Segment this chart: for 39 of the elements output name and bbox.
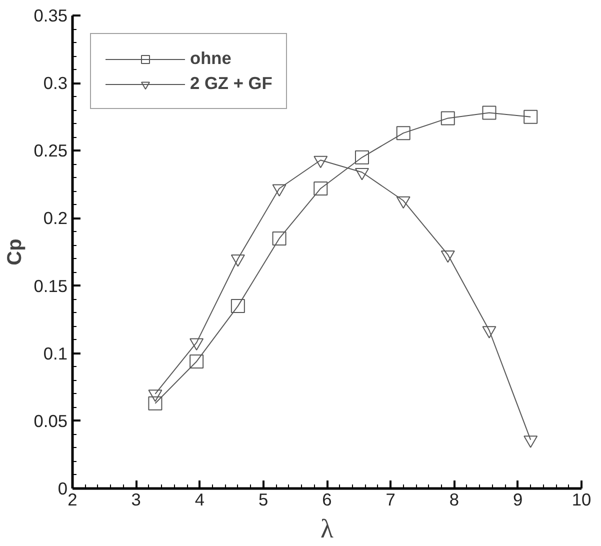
x-tick-label: 7 xyxy=(386,490,396,510)
point xyxy=(440,250,455,263)
x-axis-title: λ xyxy=(320,514,334,544)
point xyxy=(354,168,369,180)
x-tick-label: 9 xyxy=(513,490,523,510)
point xyxy=(230,254,245,267)
point xyxy=(396,196,410,209)
y-tick-label: 0.05 xyxy=(34,410,68,431)
y-tick-label: 0.25 xyxy=(34,140,68,161)
point xyxy=(148,390,162,402)
x-tick-label: 5 xyxy=(258,490,268,510)
y-tick-label: 0.2 xyxy=(43,208,68,228)
point xyxy=(272,231,286,246)
x-tick-label: 4 xyxy=(194,490,205,510)
x-tick-label: 2 xyxy=(68,490,78,510)
y-tick-label: 0.15 xyxy=(34,276,68,296)
y-tick-label: 0 xyxy=(58,478,68,498)
x-tick-label: 3 xyxy=(131,490,141,510)
point xyxy=(440,111,455,126)
point xyxy=(482,106,496,120)
legend-label: ohne xyxy=(190,48,232,69)
point xyxy=(314,156,328,168)
y-tick-label: 0.35 xyxy=(34,6,68,26)
x-tick-label: 6 xyxy=(322,490,332,510)
point xyxy=(272,184,286,196)
point xyxy=(524,436,538,448)
point xyxy=(482,326,496,338)
legend-label: 2 GZ + GF xyxy=(190,73,272,94)
point xyxy=(524,110,538,124)
y-tick-label: 0.1 xyxy=(43,343,68,364)
point xyxy=(230,299,245,314)
point xyxy=(354,150,369,164)
point xyxy=(190,338,204,351)
x-tick-label: 8 xyxy=(449,490,460,510)
point xyxy=(314,181,328,196)
y-axis-title: Cp xyxy=(4,238,26,266)
x-tick-label: 10 xyxy=(572,490,592,510)
point xyxy=(396,126,410,140)
y-tick-label: 0.3 xyxy=(43,73,68,94)
